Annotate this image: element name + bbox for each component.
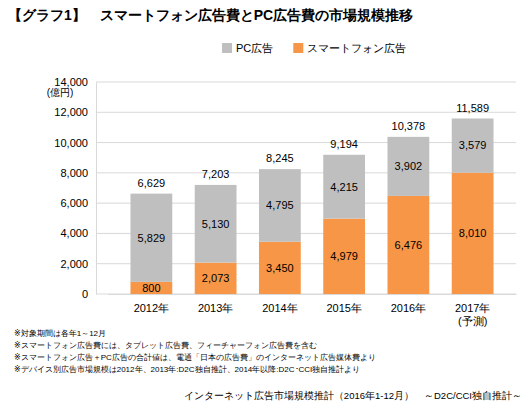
series xyxy=(130,173,493,294)
data-labels: 800 2,073 3,450 4,979 6,476 8,010 5,829 5,130 4,… xyxy=(138,102,489,294)
title: 【グラフ1】 スマートフォン広告費とPC広告費の市場規模推移 xyxy=(8,7,413,23)
footnote: ※デバイス別広告市場規模は2012年、2013年:D2C独自推計、2014年以降… xyxy=(14,365,360,374)
y-tick-label: 2,000 xyxy=(60,258,88,270)
bar xyxy=(452,119,494,173)
bar xyxy=(195,185,237,263)
x-tick: 2013年 xyxy=(198,294,233,314)
bar xyxy=(387,137,429,196)
y-tick: 2,000 xyxy=(60,258,96,270)
x-tick-label: 2017年(予測) xyxy=(455,302,490,327)
y-tick-label: 0 xyxy=(82,288,88,300)
total-label: 10,378 xyxy=(392,120,426,132)
x-tick-label-line: 2012年 xyxy=(134,302,169,314)
x-tick-label-line: 2017年 xyxy=(455,302,490,314)
bar xyxy=(130,282,172,294)
grid xyxy=(96,82,516,294)
bars xyxy=(130,119,493,294)
x-tick-label-line: 2014年 xyxy=(262,302,297,314)
y-tick-label: 10,000 xyxy=(54,137,88,149)
x-axis-line xyxy=(109,294,517,295)
legend-label: スマートフォン広告 xyxy=(307,42,406,54)
y-axis-line xyxy=(96,83,97,295)
data-label: 5,829 xyxy=(138,232,166,244)
y-tick-label: 4,000 xyxy=(60,227,88,239)
y-tick: 10,000 xyxy=(54,137,96,149)
y-axis: 02,0004,0006,0008,00010,00012,00014,000 xyxy=(54,76,96,300)
x-tick-label-line: (予測) xyxy=(458,315,487,327)
bar xyxy=(452,173,494,294)
legend-item: スマートフォン広告 xyxy=(293,42,406,54)
total-label: 9,194 xyxy=(330,138,358,150)
total-label: 6,629 xyxy=(138,177,166,189)
x-tick-label: 2014年 xyxy=(262,302,297,314)
data-label: 8,010 xyxy=(459,227,487,239)
x-tick: 2014年 xyxy=(262,294,297,314)
legend: PC広告 スマートフォン広告 xyxy=(222,42,406,54)
grid-line xyxy=(96,112,516,113)
bar xyxy=(323,219,365,294)
y-tick-label: 6,000 xyxy=(60,197,88,209)
legend-swatch xyxy=(293,43,303,53)
x-tick: 2015年 xyxy=(326,294,361,314)
data-label: 2,073 xyxy=(202,272,230,284)
legend-label: PC広告 xyxy=(236,42,273,54)
y-tick: 12,000 xyxy=(54,106,96,118)
data-label: 3,902 xyxy=(395,160,423,172)
bar xyxy=(130,194,172,282)
x-axis: 2012年 2013年 2014年 2015年 2016年 2017年(予測) xyxy=(109,294,517,327)
bar xyxy=(323,155,365,219)
data-label: 4,979 xyxy=(330,250,358,262)
x-tick: 2012年 xyxy=(134,294,169,314)
source: インターネット広告市場規模推計（2016年1-12月） ～D2C/CCI独自推計… xyxy=(184,390,522,401)
data-label: 3,450 xyxy=(266,262,294,274)
bar xyxy=(259,242,301,294)
x-tick-label: 2015年 xyxy=(326,302,361,314)
total-label: 11,589 xyxy=(456,102,489,114)
bar xyxy=(259,169,301,242)
series xyxy=(130,119,493,282)
x-tick: 2016年 xyxy=(391,294,426,314)
x-tick-label: 2012年 xyxy=(134,302,169,314)
notes: ※対象期間は各年1～12月 ※スマートフォン広告費には、タブレット広告費、フィーチ… xyxy=(14,329,376,374)
total-label: 7,203 xyxy=(202,168,230,180)
y-tick-label: 8,000 xyxy=(60,167,88,179)
y-tick: 8,000 xyxy=(60,167,96,179)
bar xyxy=(387,196,429,294)
data-label: 4,795 xyxy=(266,199,294,211)
legend-swatch xyxy=(222,43,232,53)
grid-line xyxy=(96,82,516,83)
data-label: 4,215 xyxy=(330,181,358,193)
legend-item: PC広告 xyxy=(222,42,273,54)
y-tick: 4,000 xyxy=(60,227,96,239)
x-tick-label-line: 2016年 xyxy=(391,302,426,314)
data-label: 800 xyxy=(142,282,160,294)
data-label: 6,476 xyxy=(395,239,423,251)
footnote: ※対象期間は各年1～12月 xyxy=(14,329,106,338)
x-tick-label-line: 2013年 xyxy=(198,302,233,314)
bar xyxy=(195,263,237,294)
x-tick-label-line: 2015年 xyxy=(326,302,361,314)
chart: 【グラフ1】 スマートフォン広告費とPC広告費の市場規模推移 0 2,000 4,00… xyxy=(0,0,529,409)
y-tick: 6,000 xyxy=(60,197,96,209)
data-label: 5,130 xyxy=(202,218,230,230)
y-axis-title: (億円) xyxy=(47,87,74,98)
y-tick-label: 12,000 xyxy=(54,106,88,118)
y-tick: 0 xyxy=(82,288,96,300)
footnote: ※スマートフォン広告＋PC広告の合計値は、電通「日本の広告費」のインターネット広… xyxy=(14,353,376,362)
data-label: 3,579 xyxy=(459,139,487,151)
footnote: ※スマートフォン広告費には、タブレット広告費、フィーチャーフォン広告費を含む xyxy=(14,341,317,350)
total-label: 8,245 xyxy=(266,152,294,164)
x-tick-label: 2013年 xyxy=(198,302,233,314)
x-tick: 2017年(予測) xyxy=(455,294,490,327)
x-tick-label: 2016年 xyxy=(391,302,426,314)
